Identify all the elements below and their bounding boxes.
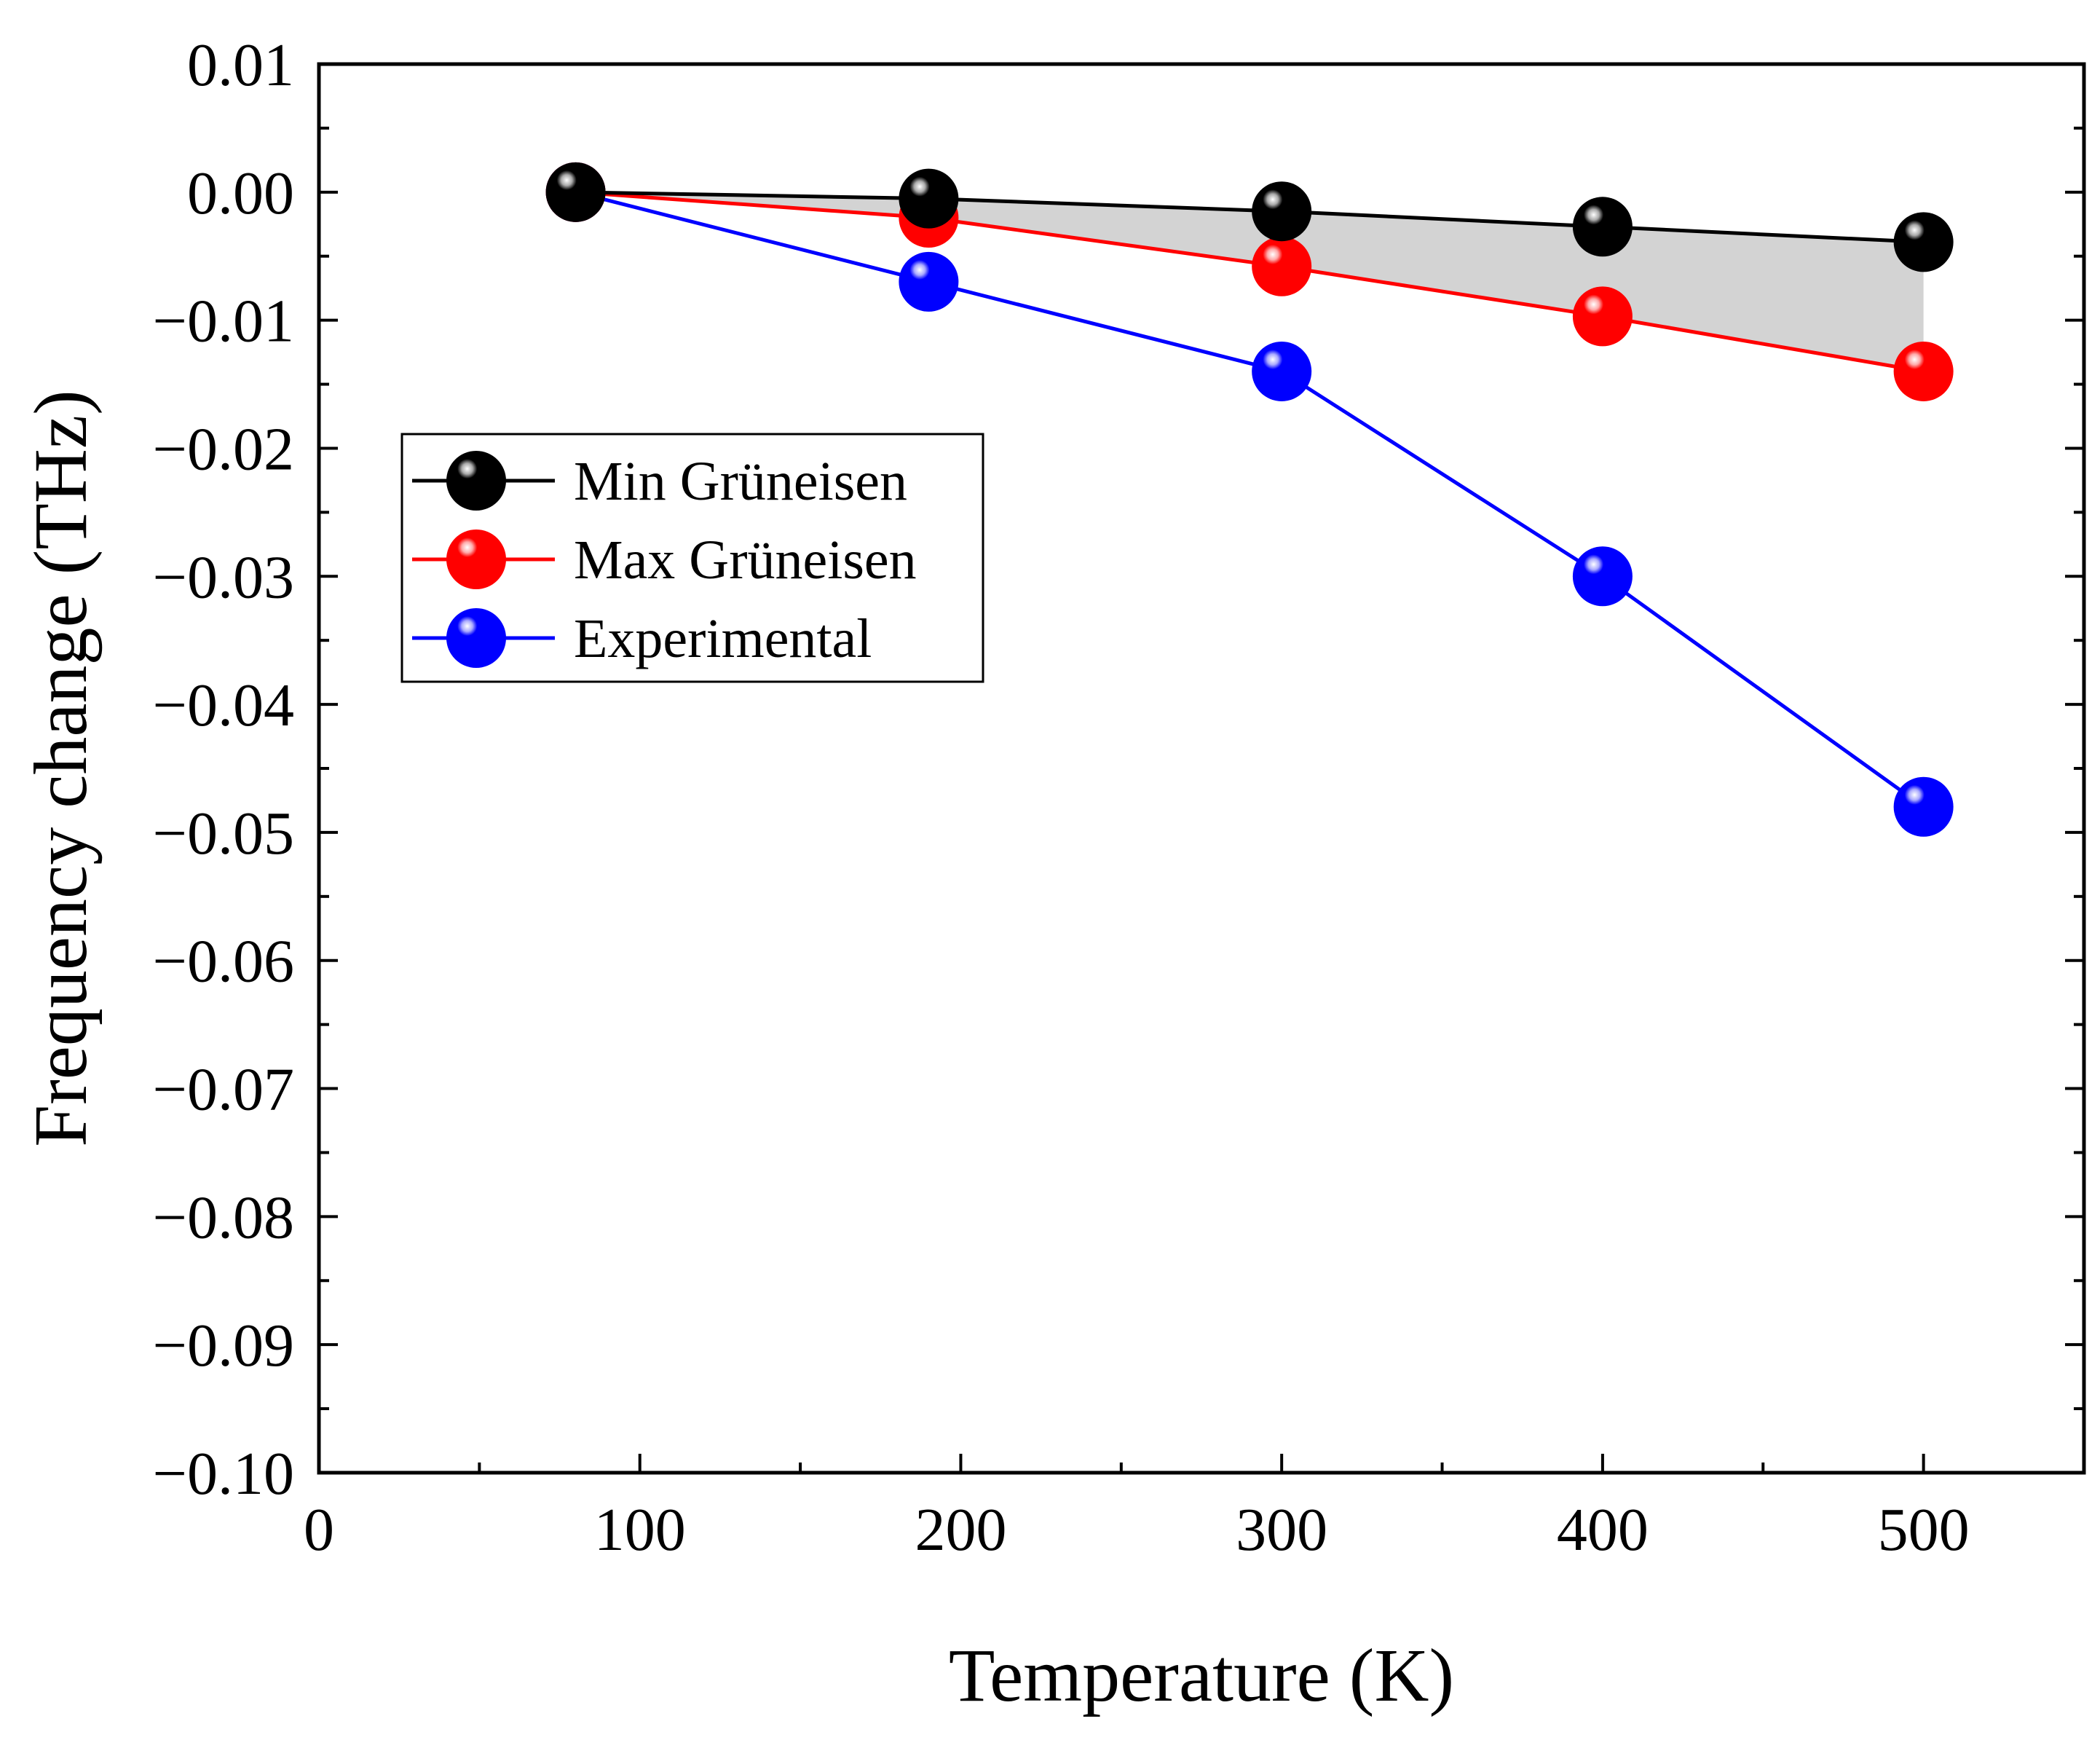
x-tick-label: 100 [594,1496,686,1564]
data-point-experimental [1572,546,1633,607]
data-point-max-gruneisen [1893,341,1954,401]
y-tick-label: −0.08 [153,1184,294,1251]
series-layer [545,162,1954,837]
y-tick-label: 0.01 [187,31,294,99]
shaded-region-between-min-max [575,192,1924,371]
x-tick-label: 300 [1236,1496,1327,1564]
y-axis-title: Frequency change (THz) [19,390,103,1147]
x-axis-ticks: 0 100 200 300 400 500 [304,1454,1970,1564]
x-axis-title: Temperature (K) [949,1634,1454,1717]
y-tick-label: −0.01 [153,288,294,355]
legend-swatch-marker [446,608,506,668]
x-tick-label: 500 [1878,1496,1970,1564]
data-point-max-gruneisen [1572,286,1633,347]
legend-item-min-gruneisen: Min Grüneisen [412,451,907,512]
y-tick-label: −0.06 [153,928,294,996]
data-point-experimental [1252,341,1312,401]
data-point-min-gruneisen [1572,197,1633,257]
y-axis-ticks: 0.01 0.00 −0.01 −0.02 −0.03 −0.04 −0.05 −0.06 −0… [153,31,2084,1508]
legend: Min Grüneisen Max Grüneisen Experimental [400,433,984,683]
legend-item-experimental: Experimental [412,608,872,669]
data-point-min-gruneisen [1252,181,1312,242]
x-tick-label: 200 [915,1496,1006,1564]
markers-min-gruneisen [545,162,1954,272]
data-point-experimental [899,251,959,312]
y-tick-label: −0.04 [153,672,294,739]
data-point-max-gruneisen [1252,236,1312,296]
legend-label: Experimental [574,608,872,669]
data-point-min-gruneisen [899,168,959,229]
legend-item-max-gruneisen: Max Grüneisen [412,530,917,591]
y-tick-label: −0.07 [153,1056,294,1124]
y-tick-label: 0.00 [187,160,294,227]
y-tick-label: −0.05 [153,800,294,867]
x-tick-label: 400 [1557,1496,1649,1564]
y-tick-label: −0.10 [153,1440,294,1508]
data-point-min-gruneisen [1893,212,1954,272]
legend-swatch-marker [446,530,506,589]
y-tick-label: −0.02 [153,415,294,483]
legend-swatch-marker [446,451,506,511]
legend-items: Min Grüneisen Max Grüneisen Experimental [412,451,917,669]
y-tick-label: −0.03 [153,543,294,611]
data-point-experimental [1893,776,1954,837]
legend-label: Min Grüneisen [574,451,907,512]
x-tick-label: 0 [304,1496,334,1564]
y-tick-label: −0.09 [153,1312,294,1379]
legend-label: Max Grüneisen [574,530,917,591]
data-point-min-gruneisen [545,162,606,222]
